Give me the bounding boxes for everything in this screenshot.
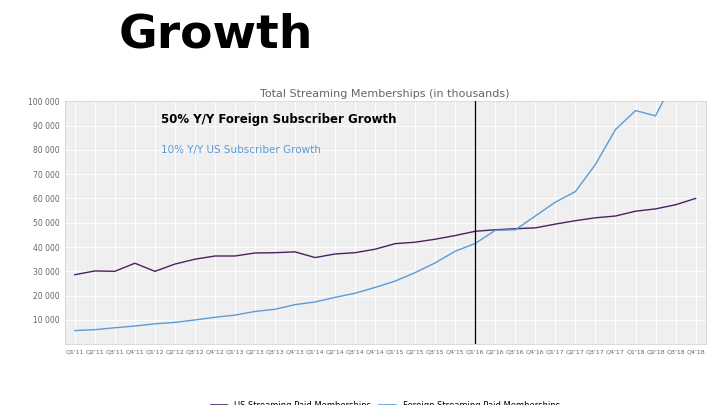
Legend: US Streaming Paid Memberships, Foreign Streaming Paid Memberships: US Streaming Paid Memberships, Foreign S… — [207, 397, 563, 405]
Text: 10% Y/Y US Subscriber Growth: 10% Y/Y US Subscriber Growth — [161, 145, 321, 155]
Title: Total Streaming Memberships (in thousands): Total Streaming Memberships (in thousand… — [261, 89, 510, 99]
Text: 50% Y/Y Foreign Subscriber Growth: 50% Y/Y Foreign Subscriber Growth — [161, 113, 397, 126]
Text: Growth: Growth — [119, 12, 313, 57]
